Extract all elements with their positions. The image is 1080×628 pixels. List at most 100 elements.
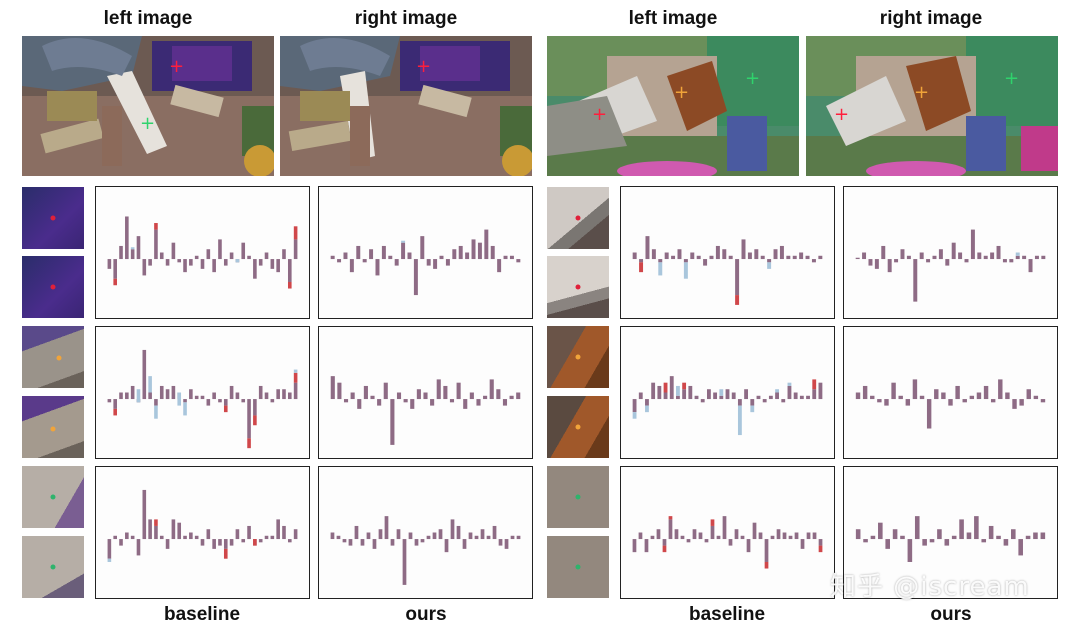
bar-red-1 — [113, 408, 117, 416]
bar-blend-3 — [878, 522, 883, 540]
chart-g1-r1-ours — [318, 186, 533, 319]
footer-baseline-2: baseline — [688, 604, 766, 625]
bar-blend-11 — [401, 242, 406, 260]
bar-blend-25 — [782, 532, 787, 540]
bar-blend-4 — [130, 249, 135, 260]
bar-blend-30 — [818, 382, 823, 400]
bar-blend-16 — [433, 259, 438, 269]
bar-blend-29 — [1041, 255, 1046, 260]
bar-blend-2 — [644, 539, 649, 553]
bar-blend-4 — [884, 399, 889, 406]
bar-blend-14 — [423, 392, 428, 400]
bar-blend-0 — [632, 539, 637, 553]
bar-blend-26 — [502, 399, 508, 406]
bar-blend-4 — [658, 259, 663, 263]
bar-blend-13 — [715, 245, 720, 260]
bar-blend-17 — [439, 255, 444, 260]
bar-blend-8 — [378, 529, 383, 540]
bar-blend-29 — [812, 389, 817, 400]
bar-blend-0 — [330, 532, 335, 540]
bar-blend-4 — [656, 529, 661, 540]
bar-blend-9 — [690, 252, 695, 260]
bar-blend-15 — [194, 535, 199, 540]
bar-blend-12 — [941, 392, 946, 400]
bar-blend-27 — [264, 392, 269, 400]
bar-blend-6 — [142, 489, 147, 540]
bar-red-20 — [223, 405, 228, 413]
bar-blend-5 — [136, 539, 141, 556]
bar-blend-15 — [962, 399, 967, 403]
bar-blend-22 — [235, 529, 240, 540]
bar-blend-0 — [855, 257, 860, 260]
bar-blend-21 — [758, 532, 763, 540]
svg-text:+: + — [592, 104, 607, 125]
bar-blue-0 — [107, 558, 112, 562]
bar-red-29 — [812, 379, 817, 390]
bar-blue-11 — [401, 240, 406, 243]
bar-blend-4 — [356, 245, 361, 260]
bar-blend-26 — [1022, 255, 1027, 260]
bar-blend-20 — [760, 255, 765, 260]
bar-blend-7 — [905, 399, 911, 406]
bar-blend-26 — [497, 259, 502, 273]
bar-blend-0 — [107, 259, 112, 269]
bar-blend-9 — [688, 385, 693, 400]
bar-blend-22 — [462, 539, 467, 549]
bar-blend-2 — [343, 399, 349, 403]
bar-blend-24 — [474, 535, 479, 540]
bar-red-6 — [668, 516, 673, 520]
bar-blend-9 — [913, 259, 918, 302]
bar-blend-30 — [510, 535, 515, 540]
bar-blend-11 — [937, 529, 942, 540]
bar-blend-21 — [1011, 529, 1016, 540]
bar-blend-7 — [148, 392, 152, 400]
bar-blend-0 — [330, 255, 335, 260]
bar-blend-4 — [130, 385, 135, 400]
chart-g1-r3-ours — [318, 466, 533, 599]
bar-blend-23 — [1025, 535, 1031, 540]
bar-blend-24 — [247, 255, 251, 260]
bar-blend-23 — [241, 399, 246, 403]
bar-blend-2 — [119, 392, 123, 400]
bar-blend-4 — [130, 535, 135, 540]
bar-blend-12 — [944, 539, 950, 546]
bar-blend-26 — [258, 539, 263, 543]
bar-blend-19 — [218, 539, 222, 546]
svg-text:+: + — [140, 113, 155, 134]
thumb-g2-r3-b — [547, 536, 609, 598]
bar-blend-31 — [287, 539, 292, 543]
bar-blend-30 — [282, 389, 286, 400]
bar-red-31 — [287, 281, 292, 289]
bar-blend-12 — [704, 539, 709, 543]
bar-blend-29 — [504, 539, 509, 549]
bar-blend-14 — [414, 539, 419, 546]
bar-blend-31 — [287, 259, 292, 282]
bar-blend-26 — [258, 385, 263, 400]
bar-blend-21 — [229, 385, 234, 400]
bar-blend-16 — [436, 379, 441, 400]
header-left-image-1: left image — [103, 8, 193, 29]
bar-blend-13 — [710, 525, 715, 540]
bar-blend-6 — [370, 395, 375, 400]
header-left-image-2: left image — [628, 8, 718, 29]
bar-blue-19 — [750, 405, 755, 413]
bar-blend-6 — [898, 395, 903, 400]
bar-blend-10 — [692, 529, 697, 540]
bar-blend-17 — [737, 399, 742, 406]
bar-blend-13 — [413, 259, 418, 296]
bar-blend-6 — [894, 259, 899, 263]
chart-g2-r1-ours — [843, 186, 1058, 319]
bar-blend-21 — [465, 252, 470, 260]
bar-blue-7 — [676, 385, 680, 396]
bar-blend-10 — [396, 392, 402, 400]
bar-blend-7 — [375, 259, 380, 276]
bar-blend-26 — [799, 252, 804, 260]
bar-blend-8 — [680, 535, 685, 540]
bar-blend-9 — [686, 539, 691, 543]
bar-blend-7 — [372, 539, 377, 549]
bar-blend-1 — [113, 535, 117, 540]
bar-blend-32 — [293, 239, 298, 260]
bar-blue-0 — [632, 412, 637, 419]
bar-blend-8 — [682, 389, 687, 400]
bar-blend-20 — [223, 539, 228, 549]
